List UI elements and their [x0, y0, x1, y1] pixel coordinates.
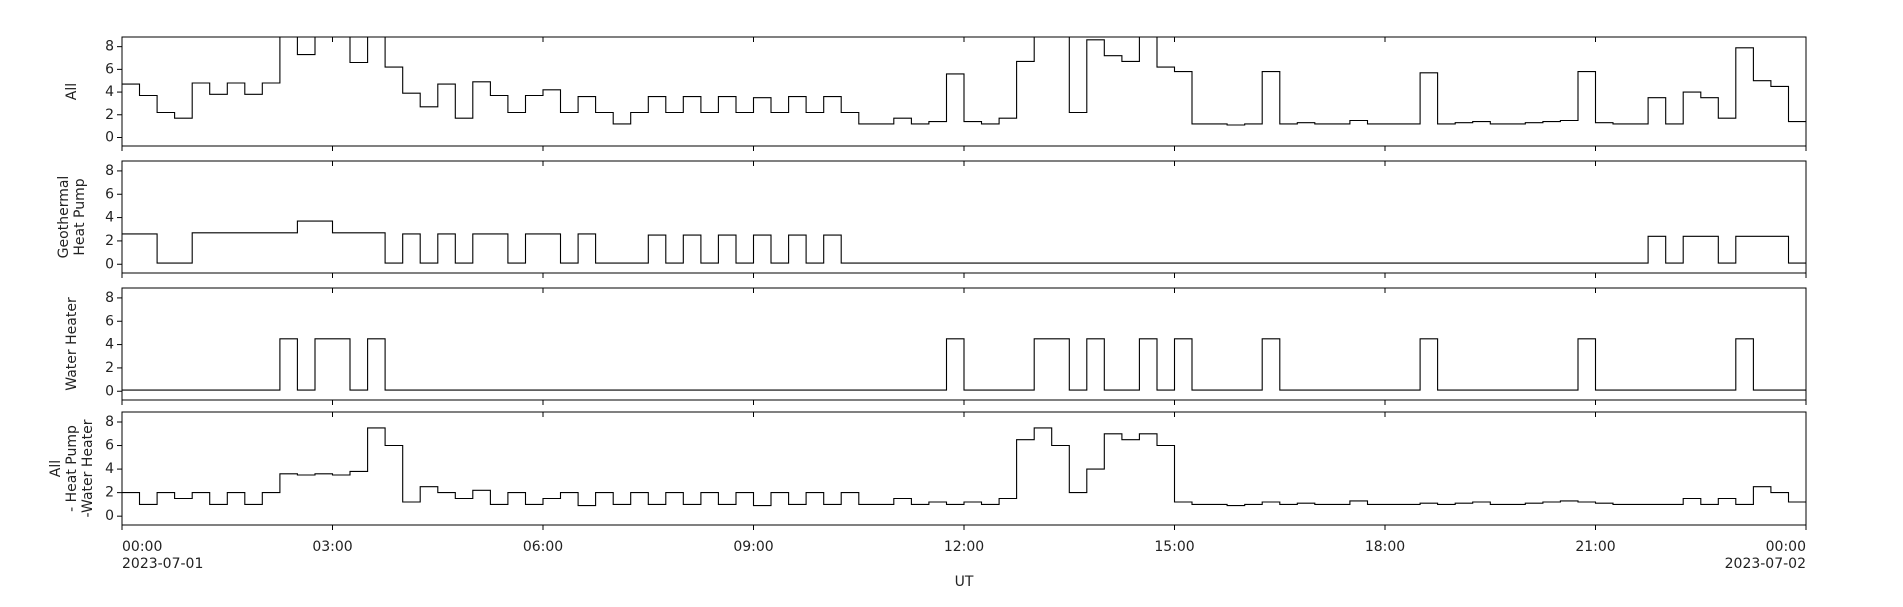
y-tick-label: 4	[105, 461, 114, 477]
x-axis-label: UT	[955, 574, 974, 590]
panel-frame	[121, 160, 1807, 274]
y-tick-label: 4	[105, 337, 114, 353]
y-axis-label: -Water Heater	[80, 419, 96, 517]
y-tick-label: 2	[105, 360, 114, 376]
series-line	[122, 220, 1806, 264]
y-tick-label: 6	[105, 186, 114, 202]
series-line	[122, 427, 1806, 507]
x-tick-label: 21:00	[1575, 539, 1615, 555]
x-tick-label: 2023-07-01	[122, 556, 203, 572]
y-tick-label: 0	[105, 383, 114, 399]
y-tick-label: 6	[105, 313, 114, 329]
y-tick-label: 0	[105, 508, 114, 524]
x-tick-label: 18:00	[1365, 539, 1405, 555]
y-tick-label: 2	[105, 485, 114, 501]
x-tick-label: 2023-07-02	[1725, 556, 1806, 572]
y-axis-label: Water Heater	[64, 297, 80, 391]
x-tick-label: 06:00	[523, 539, 563, 555]
series-line	[122, 37, 1806, 126]
y-tick-label: 2	[105, 107, 114, 123]
x-tick-label: 09:00	[733, 539, 773, 555]
y-tick-label: 4	[105, 210, 114, 226]
y-tick-label: 8	[105, 414, 114, 430]
series-line	[122, 338, 1806, 391]
y-tick-label: 6	[105, 438, 114, 454]
y-tick-label: 2	[105, 233, 114, 249]
x-tick-label: 15:00	[1154, 539, 1194, 555]
y-axis-label: - Heat Pump	[64, 425, 80, 512]
y-tick-label: 8	[105, 163, 114, 179]
x-tick-label: 00:00	[122, 539, 162, 555]
x-tick-label: 12:00	[944, 539, 984, 555]
y-tick-label: 8	[105, 290, 114, 306]
y-tick-label: 4	[105, 84, 114, 100]
y-axis-label: Heat Pump	[72, 178, 88, 255]
x-tick-label: 03:00	[312, 539, 352, 555]
y-axis-label: All	[48, 460, 64, 477]
y-tick-label: 8	[105, 39, 114, 55]
panel-frame	[121, 411, 1807, 526]
x-tick-label: 00:00	[1766, 539, 1806, 555]
y-axis-label: All	[64, 83, 80, 100]
y-tick-label: 0	[105, 129, 114, 145]
y-axis-label: Geothermal	[56, 176, 72, 259]
y-tick-label: 0	[105, 256, 114, 272]
y-tick-label: 6	[105, 61, 114, 77]
